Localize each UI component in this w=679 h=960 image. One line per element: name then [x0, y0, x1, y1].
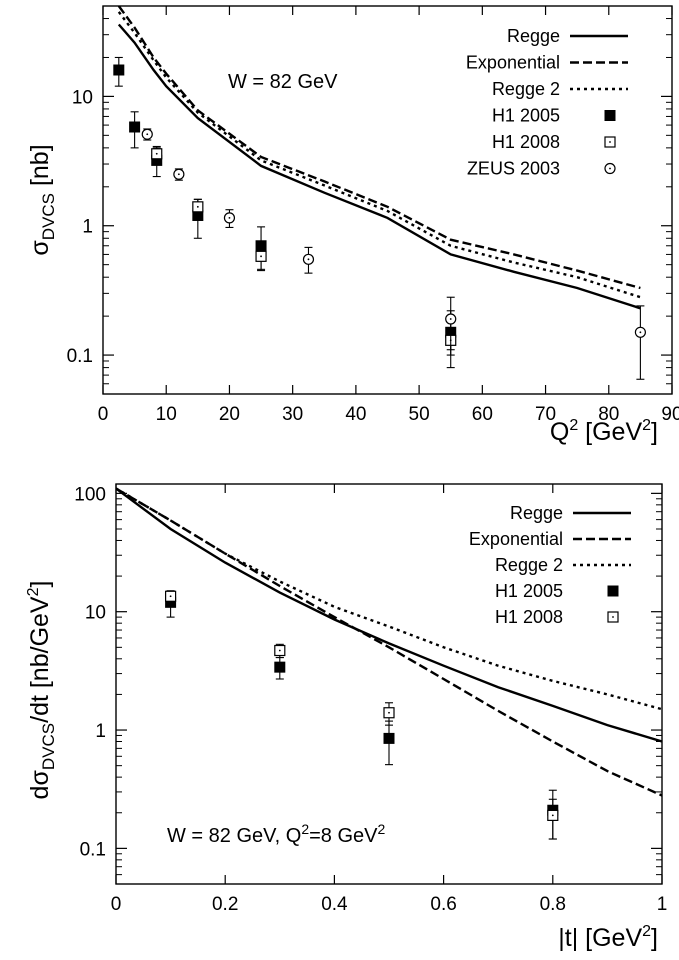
data-point-h1-2008	[192, 201, 204, 213]
data-point-zeus-2003	[634, 326, 646, 338]
x-axis-label: Q2 [GeV2]	[550, 417, 658, 446]
legend-label: Exponential	[466, 53, 560, 73]
data-point-zeus-2003	[173, 168, 185, 180]
x-tick-label: 0.8	[540, 894, 566, 915]
legend-label: Regge 2	[492, 79, 560, 99]
data-point-h1-2008	[274, 644, 286, 657]
data-point-h1-2008	[151, 148, 163, 160]
svg-text:σDVCS [nb]: σDVCS [nb]	[26, 144, 58, 255]
x-tick-label: 30	[282, 404, 303, 425]
data-point-zeus-2003	[445, 313, 457, 325]
y-tick-label: 1	[95, 721, 106, 742]
data-point-h1-2008	[383, 707, 395, 719]
series-line-regge	[117, 23, 641, 310]
axis-ticks: 0 10 20 30 40 50 60 70 80 90 0.1 1 10	[67, 5, 679, 425]
data-points	[165, 590, 559, 840]
x-tick-label: 0	[111, 894, 122, 915]
legend-swatch	[604, 162, 616, 175]
series-line-regge-2	[116, 487, 662, 711]
legend-label: Regge	[507, 26, 560, 46]
y-tick-label: 10	[85, 603, 106, 624]
legend-label: Exponential	[469, 529, 563, 549]
annotation: W = 82 GeV, Q2=8 GeV2	[167, 821, 386, 847]
y-tick-label: 1	[82, 217, 93, 238]
legend-label: Regge 2	[495, 555, 563, 575]
y-axis-label: dσDVCS/dt [nb/GeV2]	[25, 581, 58, 800]
legend-label: ZEUS 2003	[467, 159, 560, 179]
x-tick-label: 70	[535, 404, 556, 425]
error-bar	[636, 305, 645, 380]
legend-label: H1 2005	[495, 581, 563, 601]
y-tick-label: 10	[72, 87, 93, 108]
legend: Regge Exponential Regge 2 H1 2005 H1 2008 ZEU…	[466, 26, 628, 179]
x-tick-label: 10	[156, 404, 177, 425]
panel-bottom: 0 0.2 0.4 0.6 0.8 1 0.1 1 10 100 Regge Exponential…	[25, 483, 667, 952]
legend-label: H1 2008	[492, 132, 560, 152]
data-point-zeus-2003	[141, 128, 153, 140]
curves	[117, 6, 641, 310]
y-tick-label: 0.1	[67, 346, 93, 367]
x-tick-label: 40	[345, 404, 366, 425]
legend-swatch	[604, 110, 616, 121]
data-point-h1-2005	[383, 732, 395, 744]
x-tick-label: 90	[661, 404, 679, 425]
data-point-h1-2008	[547, 809, 559, 821]
x-tick-label: 50	[409, 404, 430, 425]
legend-label: H1 2008	[495, 607, 563, 627]
y-axis-label: σDVCS [nb]	[26, 144, 58, 255]
y-tick-label: 0.1	[80, 839, 106, 860]
legend-label: Regge	[510, 503, 563, 523]
data-points	[113, 56, 646, 380]
annotation: W = 82 GeV	[228, 71, 338, 93]
legend-swatch	[607, 611, 619, 623]
x-tick-label: 20	[219, 404, 240, 425]
x-tick-label: 0.4	[321, 894, 348, 915]
axis-ticks: 0 0.2 0.4 0.6 0.8 1 0.1 1 10 100	[74, 484, 667, 915]
series-line-exponential	[117, 6, 641, 290]
data-point-h1-2005	[113, 64, 125, 76]
data-point-zeus-2003	[302, 253, 315, 265]
legend-swatch	[607, 585, 619, 597]
legend-swatch	[604, 136, 616, 148]
x-tick-label: 1	[657, 894, 668, 915]
series-line-regge	[116, 487, 662, 743]
x-tick-label: 0.6	[430, 894, 456, 915]
legend: Regge Exponential Regge 2 H1 2005 H1 2008	[469, 503, 631, 627]
x-tick-label: 60	[472, 404, 493, 425]
x-tick-label: 0.2	[212, 894, 238, 915]
legend-label: H1 2005	[492, 106, 560, 126]
x-axis-label: |t| [GeV2]	[558, 923, 658, 952]
x-tick-label: 80	[598, 404, 619, 425]
data-point-h1-2005	[129, 121, 141, 133]
panel-top: 0 10 20 30 40 50 60 70 80 90 0.1 1 10 Regge Exponenti…	[26, 5, 679, 446]
svg-text:dσDVCS/dt [nb/GeV2]: dσDVCS/dt [nb/GeV2]	[25, 581, 58, 800]
y-tick-label: 100	[74, 484, 106, 505]
series-line-regge-2	[117, 11, 641, 299]
data-point-h1-2008	[165, 590, 177, 602]
plot-frame	[102, 5, 673, 395]
plot-frame	[115, 483, 663, 885]
data-point-h1-2005	[274, 661, 286, 673]
curves	[116, 487, 662, 797]
data-point-zeus-2003	[223, 212, 236, 224]
data-point-h1-2008	[255, 250, 267, 262]
x-tick-label: 0	[98, 404, 109, 425]
